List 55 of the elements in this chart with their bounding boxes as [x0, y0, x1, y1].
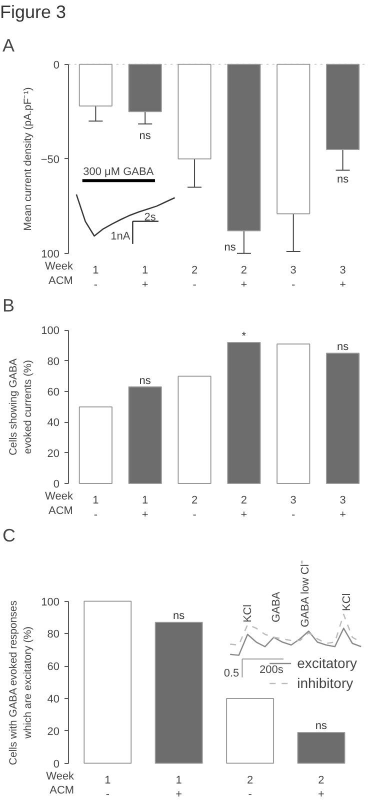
- y-tick-label: 40: [47, 417, 60, 430]
- x-tick-label: 2 -: [191, 494, 198, 521]
- chart-title: B: [2, 296, 15, 316]
- x-tick-label: 1 -: [92, 264, 99, 291]
- y-tick-label: 20: [47, 448, 60, 460]
- y-tick-label: 100: [41, 248, 60, 260]
- x-axis-title: Week ACM: [45, 490, 74, 517]
- annotation: 300 μM GABA: [83, 166, 154, 178]
- y-tick-label: 0: [53, 758, 60, 770]
- annotation: 0.5: [224, 668, 240, 680]
- y-tick-label: 0: [53, 478, 60, 491]
- x-tick-label: 2 +: [318, 774, 324, 801]
- annotation: 2s: [144, 211, 156, 224]
- y-axis-title: Cells showing GABA evoked currents (%): [8, 358, 34, 456]
- annotation: ns: [336, 174, 350, 186]
- annotation: ns: [173, 610, 186, 622]
- annotation: ns: [315, 720, 328, 732]
- y-axis-title: Cells with GABA evoked responses which are excitatory (%): [8, 600, 34, 766]
- annotation: ns: [139, 374, 152, 387]
- y-axis-title: Mean current density (pA.pF⁻¹): [22, 87, 34, 231]
- x-axis-title: Week ACM: [46, 770, 75, 797]
- caption: Figure 3: [0, 1, 68, 24]
- x-tick-label: 3 -: [290, 494, 296, 521]
- x-tick-label: 1 -: [104, 774, 111, 801]
- annotation: 1nA: [110, 230, 131, 242]
- annotation: 200s: [259, 664, 284, 676]
- annotation: ns: [139, 130, 152, 142]
- annotation: KCl: [340, 593, 353, 611]
- y-tick-label: 0: [53, 59, 60, 72]
- annotation: KCl: [242, 604, 254, 622]
- y-tick-label: 100: [41, 325, 60, 338]
- y-tick-label: 60: [47, 386, 60, 399]
- annotation: ns: [224, 242, 236, 254]
- x-tick-label: 3 +: [340, 264, 346, 291]
- x-axis-title: Week ACM: [45, 260, 74, 287]
- chart-title: C: [2, 526, 16, 546]
- chart-title: A: [2, 36, 15, 56]
- y-tick-label: −50: [40, 154, 60, 166]
- legend-label: inhibitory: [297, 675, 354, 691]
- annotation: *: [242, 330, 247, 342]
- y-tick-label: 100: [41, 596, 60, 608]
- legend-label: excitatory: [297, 655, 357, 671]
- x-tick-label: 1 +: [176, 774, 182, 801]
- y-tick-label: 40: [47, 693, 60, 706]
- x-tick-label: 1 -: [92, 494, 99, 521]
- annotation: GABA low Cl⁻: [300, 560, 312, 628]
- annotation: GABA: [270, 591, 282, 622]
- y-tick-label: 80: [47, 628, 60, 641]
- y-tick-label: 80: [47, 356, 60, 368]
- x-tick-label: 2 -: [191, 264, 198, 291]
- x-tick-label: 2 -: [246, 774, 254, 801]
- y-tick-label: 60: [47, 661, 60, 674]
- annotation: ns: [336, 341, 350, 354]
- x-tick-label: 3 -: [290, 264, 296, 291]
- y-tick-label: 20: [47, 726, 60, 738]
